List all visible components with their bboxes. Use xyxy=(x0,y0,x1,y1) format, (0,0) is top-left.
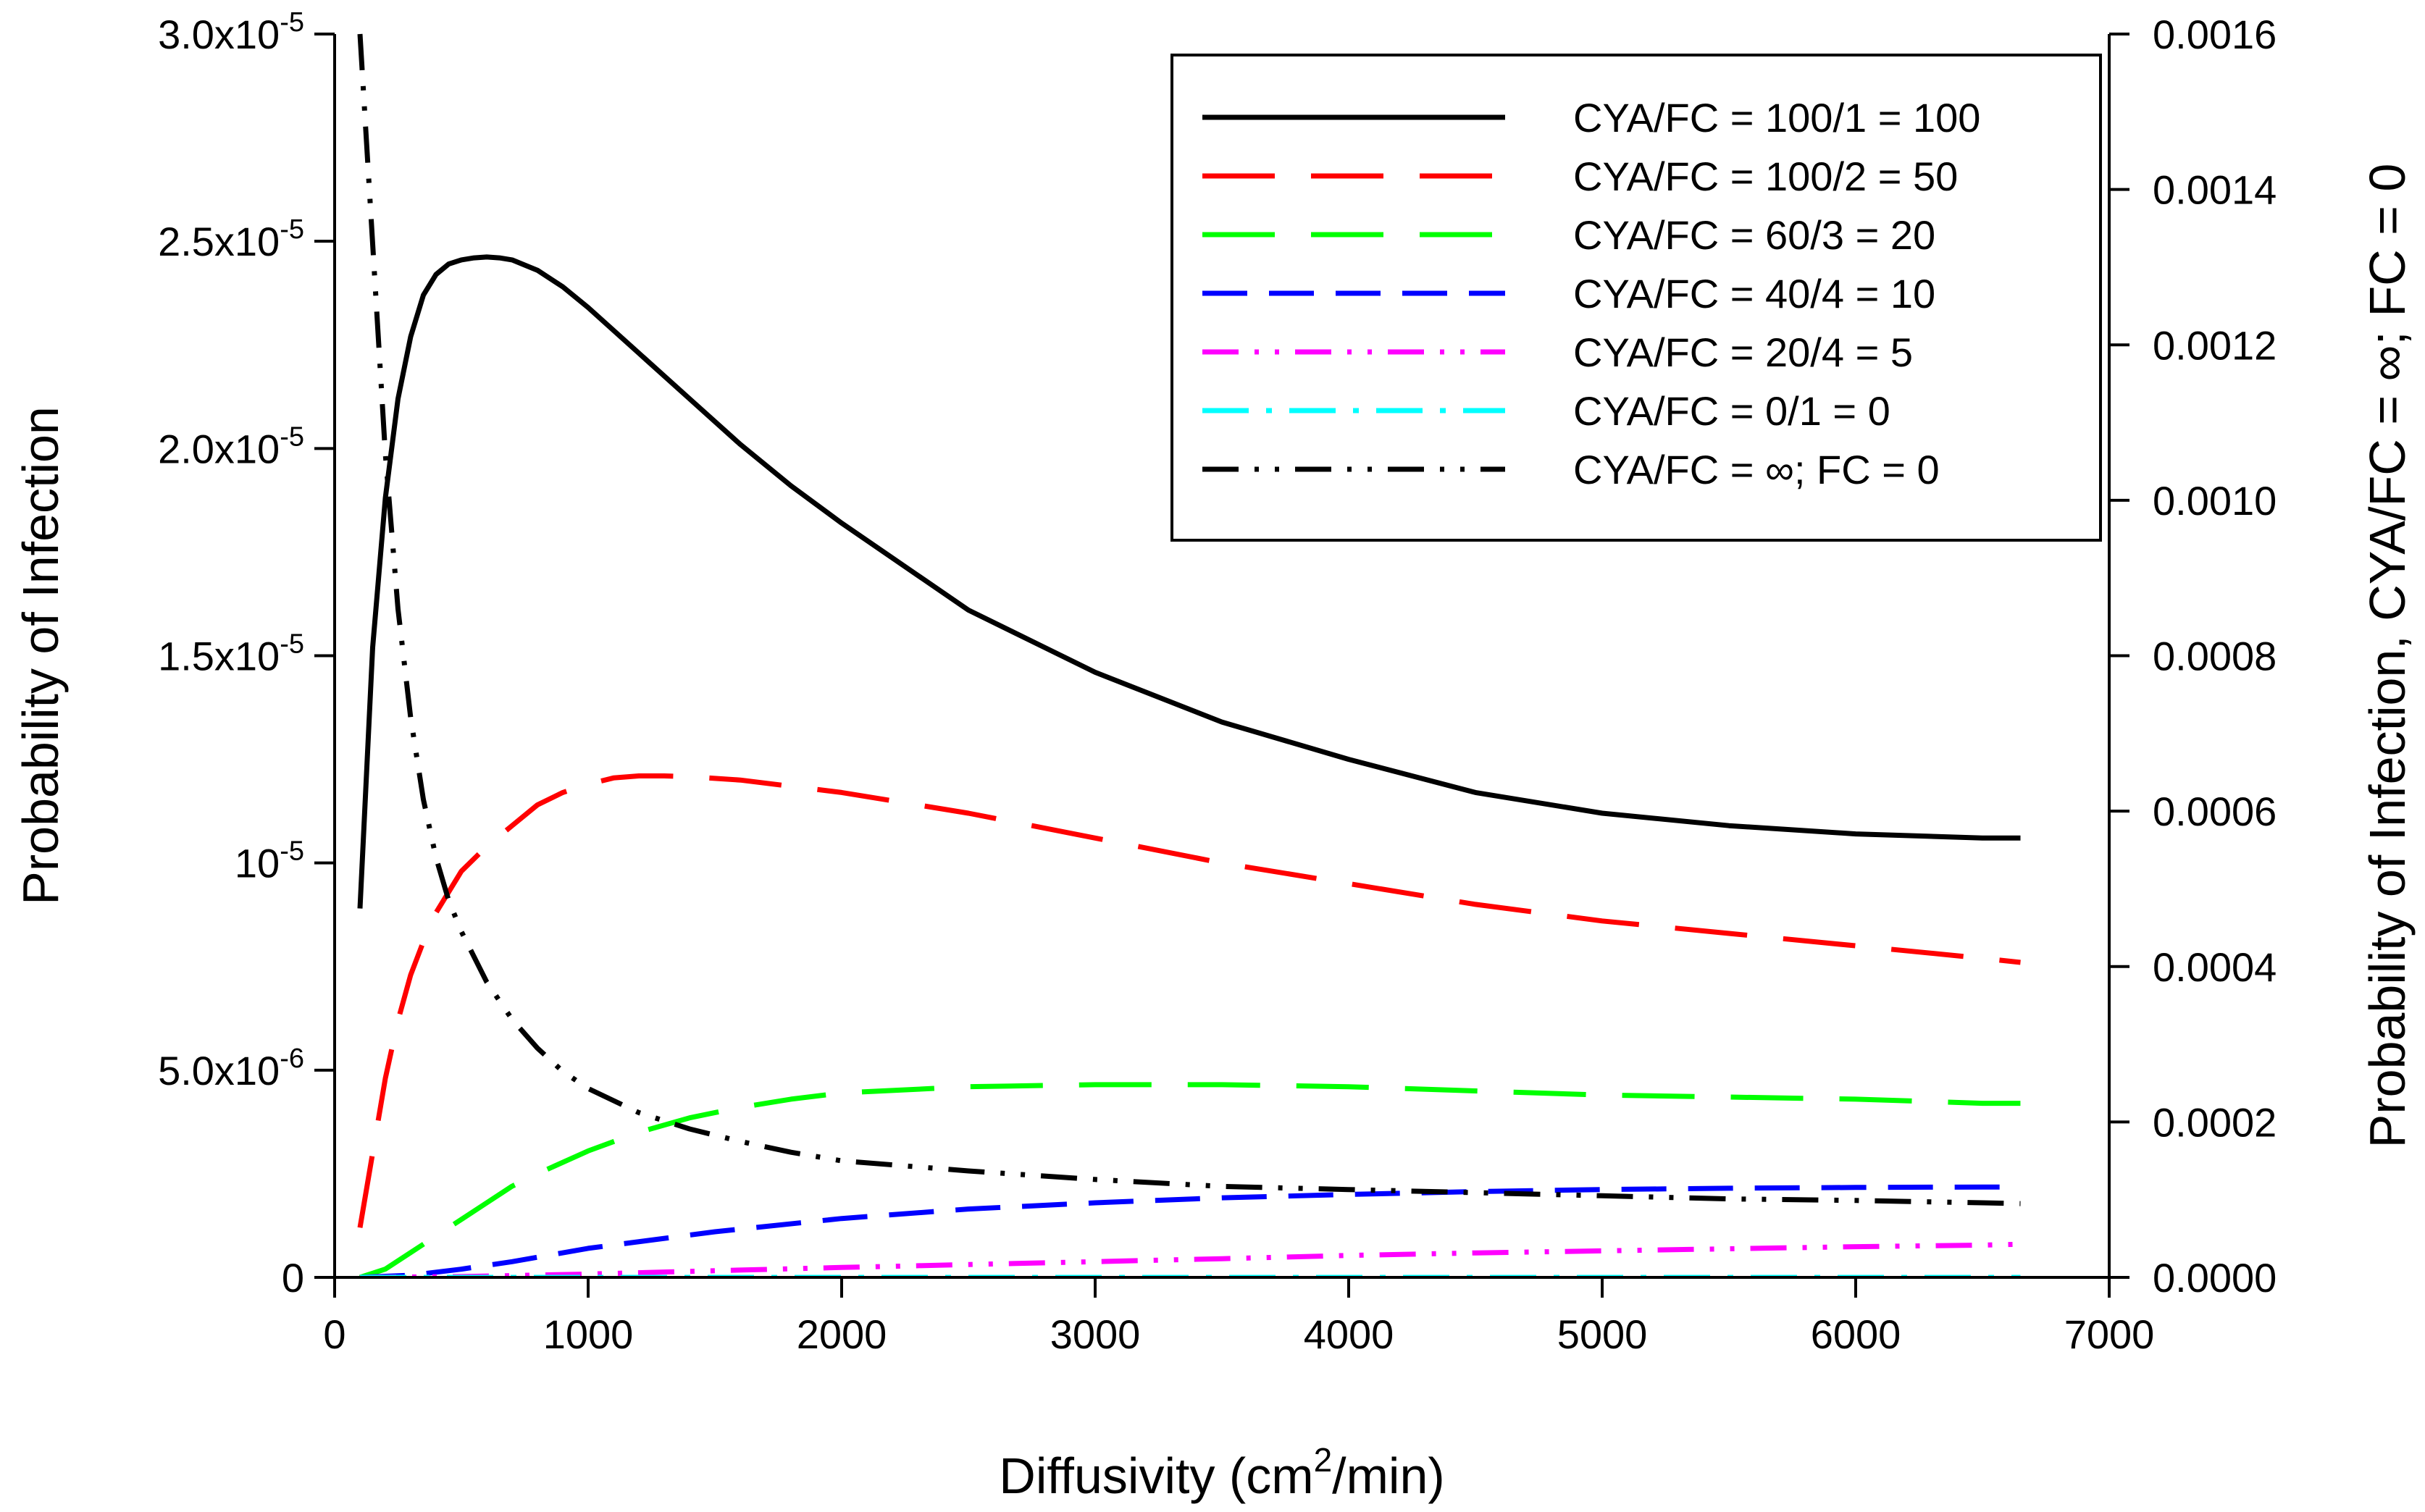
y-tick-label: 10-5 xyxy=(235,836,304,886)
x-tick-label: 1000 xyxy=(543,1311,634,1357)
y-axis-label: Probability of Infection xyxy=(12,406,69,905)
y-tick-label: 3.0x10-5 xyxy=(158,7,304,57)
y2-tick-label: 0.0012 xyxy=(2153,322,2277,368)
y2-tick-label: 0.0000 xyxy=(2153,1255,2277,1301)
legend-label-cya-fc-100-1-100: CYA/FC = 100/1 = 100 xyxy=(1573,95,1980,140)
x-tick-label: 0 xyxy=(323,1311,345,1357)
y-tick-label: 0 xyxy=(282,1255,304,1301)
legend: CYA/FC = 100/1 = 100 CYA/FC = 100/2 = 50 C… xyxy=(1170,54,2102,542)
series-line-cya-fc-inf-fc-0 xyxy=(357,33,2021,1206)
y2-tick-label: 0.0004 xyxy=(2153,944,2277,990)
x-tick-label: 7000 xyxy=(2064,1311,2155,1357)
legend-label-cya-fc-40-4-10: CYA/FC = 40/4 = 10 xyxy=(1573,271,1935,316)
series-line-cya-fc-20-4-5 xyxy=(359,1241,2021,1279)
axes: 0 1000 2000 3000 4000 5000 6000 7000 0 5.0x10-6 10… xyxy=(12,7,2416,1504)
y2-tick-label: 0.0016 xyxy=(2153,12,2277,57)
legend-label-cya-fc-20-4-5: CYA/FC = 20/4 = 5 xyxy=(1573,329,1913,375)
legend-label-cya-fc-0-1-0: CYA/FC = 0/1 = 0 xyxy=(1573,388,1890,434)
legend-label-cya-fc-inf-fc-0: CYA/FC = ∞; FC = 0 xyxy=(1573,447,1940,492)
y2-tick-label: 0.0014 xyxy=(2153,167,2277,213)
y2-tick-label: 0.0006 xyxy=(2153,789,2277,834)
plot-area xyxy=(357,33,2021,1279)
series-line-cya-fc-100-2-50 xyxy=(357,773,2021,1228)
x-axis-label: Diffusivity (cm2/min) xyxy=(999,1441,1444,1504)
x-tick-label: 6000 xyxy=(1811,1311,1901,1357)
legend-box xyxy=(1170,54,2102,542)
x-tick-label: 2000 xyxy=(797,1311,887,1357)
legend-label-cya-fc-60-3-20: CYA/FC = 60/3 = 20 xyxy=(1573,212,1935,258)
legend-label-cya-fc-100-2-50: CYA/FC = 100/2 = 50 xyxy=(1573,154,1958,199)
y-tick-label: 1.5x10-5 xyxy=(158,629,304,679)
x-tick-label: 3000 xyxy=(1050,1311,1141,1357)
y2-axis-label: Probability of Infection, CYA/FC = ∞; FC… xyxy=(2359,164,2416,1148)
x-tick-label: 4000 xyxy=(1304,1311,1394,1357)
y-tick-label: 2.5x10-5 xyxy=(158,214,304,264)
y2-tick-label: 0.0002 xyxy=(2153,1099,2277,1145)
x-tick-label: 5000 xyxy=(1557,1311,1648,1357)
series-line-cya-fc-100-1-100 xyxy=(357,254,2021,909)
y2-tick-label: 0.0010 xyxy=(2153,478,2277,524)
y2-tick-label: 0.0008 xyxy=(2153,634,2277,679)
series-line-cya-fc-60-3-20 xyxy=(359,1082,2021,1279)
series-line-cya-fc-40-4-10 xyxy=(359,1184,2021,1279)
y-tick-label: 5.0x10-6 xyxy=(158,1043,304,1093)
y-tick-label: 2.0x10-5 xyxy=(158,421,304,471)
